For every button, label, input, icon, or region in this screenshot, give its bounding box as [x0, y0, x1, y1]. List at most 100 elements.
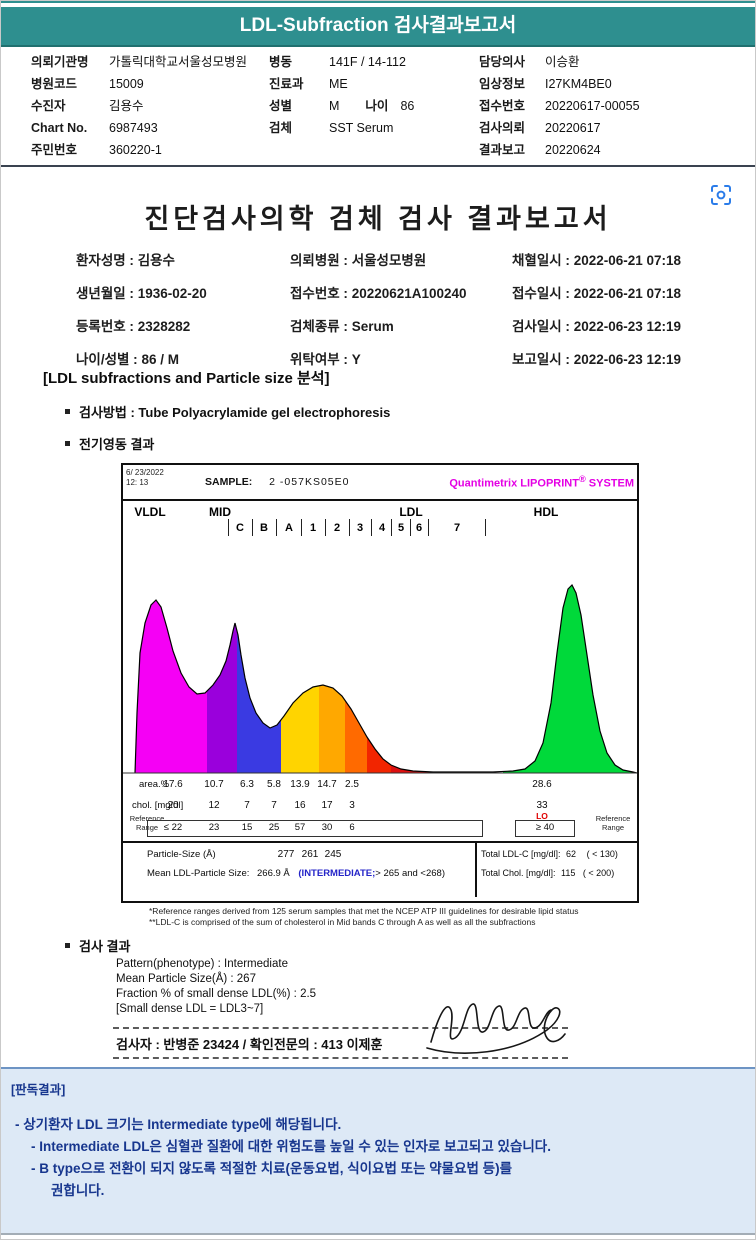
ref-value: 6 — [349, 822, 355, 833]
dashed-separator — [113, 1057, 568, 1059]
chol-value: 7 — [244, 800, 250, 811]
patient-field: 접수일시 : 2022-06-21 07:18 — [512, 282, 724, 302]
interpretation-line: - Intermediate LDL은 심혈관 질환에 대한 위험도를 높일 수… — [31, 1139, 551, 1154]
area-value: 2.5 — [345, 779, 359, 790]
section-divider — [1, 165, 755, 167]
lane-tick — [410, 519, 411, 536]
area-value: 10.7 — [204, 779, 224, 790]
chol-value: 17 — [321, 800, 333, 811]
particle-size-value: 277 — [277, 849, 295, 860]
chart-bottom-vdivider — [475, 841, 477, 897]
lane-tick — [276, 519, 277, 536]
order-info-col2: 병동 141F / 14-112 진료과 ME 성별 M 나이 86 검체 SST Seru… — [269, 51, 414, 139]
chart-header-divider — [123, 499, 637, 501]
field-label: 검사일시 : — [512, 319, 570, 334]
info-value: ME — [329, 77, 348, 91]
interpretation-panel: [판독결과] - 상기환자 LDL 크기는 Intermediate type에… — [1, 1067, 755, 1235]
total-ldl-ref: ( < 130) — [586, 849, 618, 859]
patient-field: 나이/성별 : 86 / M — [76, 348, 290, 368]
band-label: 2 — [333, 522, 341, 534]
brand-name: Quantimetrix LIPOPRINT — [449, 477, 579, 490]
info-label: Chart No. — [31, 121, 88, 135]
info-label: 진료과 — [269, 77, 304, 91]
chart-bottom-divider — [123, 841, 637, 843]
chol-value: 3 — [349, 800, 355, 811]
info-value: I27KM4BE0 — [545, 77, 612, 91]
band-label: 6 — [415, 522, 423, 534]
scan-focus-icon-svg — [711, 185, 731, 205]
chart-footnotes: *Reference ranges derived from 125 serum… — [149, 906, 578, 928]
report-title-bar-text: LDL-Subfraction 검사결과보고서 — [239, 15, 517, 36]
info-value: 86 — [400, 99, 415, 113]
area-value: 5.8 — [267, 779, 281, 790]
signer-line: 검사자 : 반병준 23424 / 확인전문의 : 413 이제훈 — [116, 1037, 383, 1052]
scan-focus-icon[interactable] — [709, 183, 733, 207]
result-line: [Small dense LDL = LDL3~7] — [116, 1003, 264, 1015]
sample-label: SAMPLE: — [205, 476, 253, 488]
bullet-square — [65, 441, 70, 446]
info-row: 의뢰기관명 가톨릭대학교서울성모병원 — [31, 51, 247, 73]
band-label: 1 — [309, 522, 317, 534]
info-row: 병동 141F / 14-112 — [269, 51, 414, 73]
patient-field: 검사일시 : 2022-06-23 12:19 — [512, 315, 724, 335]
method-line: 검사방법 : Tube Polyacrylamide gel electroph… — [79, 402, 390, 421]
footnote-line: *Reference ranges derived from 125 serum… — [149, 906, 579, 916]
info-value: 이승환 — [545, 55, 580, 69]
info-label: 결과보고 — [479, 143, 526, 157]
method-label: 검사방법 : — [79, 405, 135, 420]
lipoprint-chart: 6/ 23/2022 12: 13 SAMPLE: 2 -057KS05E0 Q… — [121, 463, 639, 903]
total-chol-label: Total Chol. [mg/dl]: — [481, 868, 556, 878]
mean-size-range: > 265 and <268) — [375, 868, 445, 879]
band-label: 5 — [397, 522, 405, 534]
particle-row-label: Particle-Size (Å) — [147, 849, 216, 860]
ref-label-line: Reference — [595, 814, 631, 823]
area-value: 6.3 — [240, 779, 254, 790]
field-label: 생년월일 : — [76, 286, 134, 301]
result-lines: Pattern(phenotype) : Intermediate Mean P… — [116, 957, 316, 1017]
mean-size-line: 266.9 Å (INTERMEDIATE;> 265 and <268) — [257, 868, 445, 879]
band-label: 4 — [378, 522, 386, 534]
chart-date: 6/ 23/2022 — [126, 468, 164, 477]
order-info-table: 의뢰기관명 가톨릭대학교서울성모병원 병원코드 15009 수진자 김용수 Chart… — [1, 51, 755, 165]
ref-value: 57 — [294, 822, 306, 833]
section-title: [LDL subfractions and Particle size 분석] — [43, 370, 330, 387]
patient-field: 검체종류 : Serum — [290, 315, 512, 335]
patient-field: 환자성명 : 김용수 — [76, 249, 290, 269]
info-row: 병원코드 15009 — [31, 73, 247, 95]
info-row: 수진자 김용수 — [31, 95, 247, 117]
ref-value: 30 — [321, 822, 333, 833]
info-label: 나이 — [365, 99, 389, 113]
chol-value: 16 — [294, 800, 306, 811]
field-label: 접수일시 : — [512, 286, 570, 301]
field-value: 2022-06-21 07:18 — [573, 286, 682, 301]
band-label: 7 — [453, 522, 461, 534]
lipoprint-brand: Quantimetrix LIPOPRINT® SYSTEM — [449, 474, 634, 490]
info-row: 검체 SST Serum — [269, 117, 414, 139]
info-row: Chart No. 6987493 — [31, 117, 247, 139]
chol-row-label: chol. [mg/dl] — [132, 800, 184, 811]
interpretation-line: - B type으로 전환이 되지 않도록 적절한 치료(운동요법, 식이요법 … — [31, 1161, 513, 1176]
report-title-bar: LDL-Subfraction 검사결과보고서 — [1, 7, 755, 47]
signature — [426, 1003, 566, 1054]
ref-value: 15 — [241, 822, 253, 833]
bullet-square — [65, 943, 70, 948]
group-label-vldl: VLDL — [134, 505, 166, 519]
info-value: 6987493 — [109, 121, 158, 135]
field-label: 검체종류 : — [290, 319, 348, 334]
chol-value: 20 — [167, 800, 179, 811]
total-chol-line: Total Chol. [mg/dl]: 115 ( < 200) — [481, 868, 614, 878]
interpretation-line: - 상기환자 LDL 크기는 Intermediate type에 해당됩니다. — [15, 1117, 342, 1132]
lane-tick — [428, 519, 429, 536]
group-label-ldl: LDL — [399, 505, 423, 519]
info-value: 김용수 — [109, 99, 144, 113]
band-label: C — [236, 522, 244, 534]
field-value: 2022-06-23 12:19 — [573, 319, 682, 334]
mean-size-value: 266.9 Å — [257, 868, 290, 879]
patient-field: 보고일시 : 2022-06-23 12:19 — [512, 348, 724, 368]
dashed-separator — [113, 1027, 568, 1029]
info-label: 주민번호 — [31, 143, 78, 157]
field-label: 등록번호 : — [76, 319, 134, 334]
field-label: 위탁여부 : — [290, 352, 348, 367]
patient-info-grid: 환자성명 : 김용수 의뢰병원 : 서울성모병원 채혈일시 : 2022-06-… — [76, 249, 724, 368]
patient-field: 의뢰병원 : 서울성모병원 — [290, 249, 512, 269]
